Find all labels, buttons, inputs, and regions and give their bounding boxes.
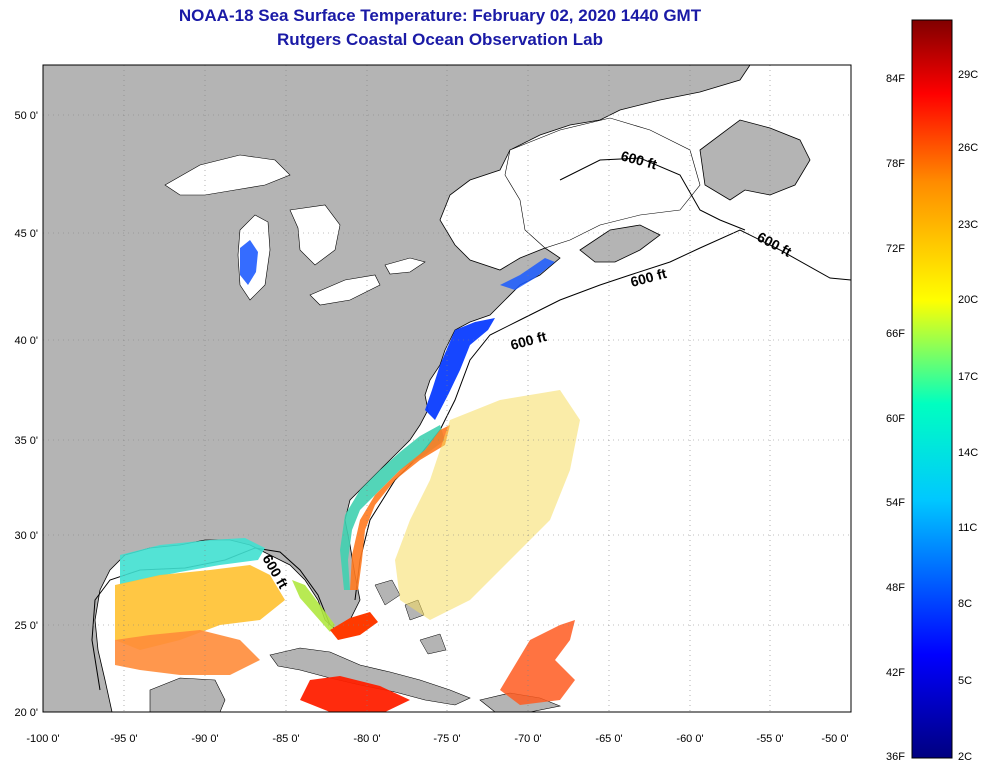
lon-tick-label: -60 0' (676, 733, 703, 745)
colorbar-c-label: 5C (958, 675, 972, 687)
sst-atlantic-southern (500, 620, 575, 705)
colorbar-c-labels: 29C 26C 23C 20C 17C 14C 11C 8C 5C 2C (958, 69, 978, 763)
lon-tick-label: -75 0' (433, 733, 460, 745)
colorbar-c-label: 23C (958, 219, 978, 231)
lat-tick-label: 45 0' (14, 228, 38, 240)
lon-tick-label: -100 0' (26, 733, 59, 745)
sst-new-england (500, 258, 555, 290)
lon-tick-label: -70 0' (514, 733, 541, 745)
lon-tick-label: -80 0' (353, 733, 380, 745)
lon-tick-label: -90 0' (191, 733, 218, 745)
colorbar-f-label: 54F (886, 497, 905, 509)
map-subtitle: Rutgers Coastal Ocean Observation Lab (277, 30, 603, 49)
map-title: NOAA-18 Sea Surface Temperature: Februar… (178, 6, 702, 25)
colorbar-c-label: 26C (958, 142, 978, 154)
lake-huron (289, 204, 341, 266)
lat-tick-label: 30 0' (14, 530, 38, 542)
land-cuba (269, 647, 471, 706)
sst-atlantic-coastal-cold (425, 318, 495, 420)
colorbar-f-label: 78F (886, 158, 905, 170)
sst-florida-shelf (292, 580, 335, 632)
sst-atlantic-gulfstream (350, 425, 450, 590)
lon-tick-label: -95 0' (110, 733, 137, 745)
sst-florida-tip (330, 612, 378, 640)
lon-tick-label: -65 0' (595, 733, 622, 745)
lat-tick-label: 25 0' (14, 620, 38, 632)
lat-tick-label: 35 0' (14, 435, 38, 447)
sst-gulf-cold-band (120, 538, 265, 585)
sst-atlantic-offshore (395, 390, 580, 620)
colorbar-c-label: 20C (958, 294, 978, 306)
lake-ontario (384, 257, 426, 275)
sst-gulf-warm (115, 565, 285, 650)
colorbar-c-label: 8C (958, 598, 972, 610)
lat-tick-label: 20 0' (14, 707, 38, 719)
colorbar-f-label: 36F (886, 751, 905, 763)
sst-yucatan-channel (300, 676, 410, 712)
colorbar-c-label: 29C (958, 69, 978, 81)
lon-tick-label: -55 0' (756, 733, 783, 745)
colorbar-f-label: 42F (886, 667, 905, 679)
colorbar-c-label: 2C (958, 751, 972, 763)
colorbar-f-label: 72F (886, 243, 905, 255)
land-nova-scotia (579, 224, 661, 263)
colorbar-c-label: 14C (958, 447, 978, 459)
lon-tick-label: -85 0' (272, 733, 299, 745)
latitude-axis: 50 0' 45 0' 40 0' 35 0' 30 0' 25 0' 20 0… (14, 110, 38, 719)
sst-gulf-south (115, 630, 260, 675)
land-yucatan (149, 677, 226, 712)
colorbar-c-label: 11C (958, 522, 977, 534)
colorbar (911, 19, 953, 759)
land-newfoundland (699, 119, 811, 201)
colorbar-f-label: 60F (886, 413, 905, 425)
lon-tick-label: -50 0' (821, 733, 848, 745)
sst-lake-michigan (240, 240, 258, 285)
colorbar-c-label: 17C (958, 371, 978, 383)
colorbar-f-labels: 84F 78F 72F 66F 60F 54F 48F 42F 36F (886, 73, 905, 763)
lat-tick-label: 50 0' (14, 110, 38, 122)
colorbar-f-label: 84F (886, 73, 905, 85)
colorbar-f-label: 66F (886, 328, 905, 340)
lake-erie (309, 274, 381, 306)
contour-600ft-gulf-st-lawrence (559, 157, 746, 231)
gulf-st-lawrence (504, 117, 701, 249)
longitude-axis: -100 0' -95 0' -90 0' -85 0' -80 0' -75 … (26, 733, 848, 745)
map-frame (42, 64, 852, 713)
lake-superior (164, 154, 291, 196)
colorbar-f-label: 48F (886, 582, 905, 594)
lat-tick-label: 40 0' (14, 335, 38, 347)
